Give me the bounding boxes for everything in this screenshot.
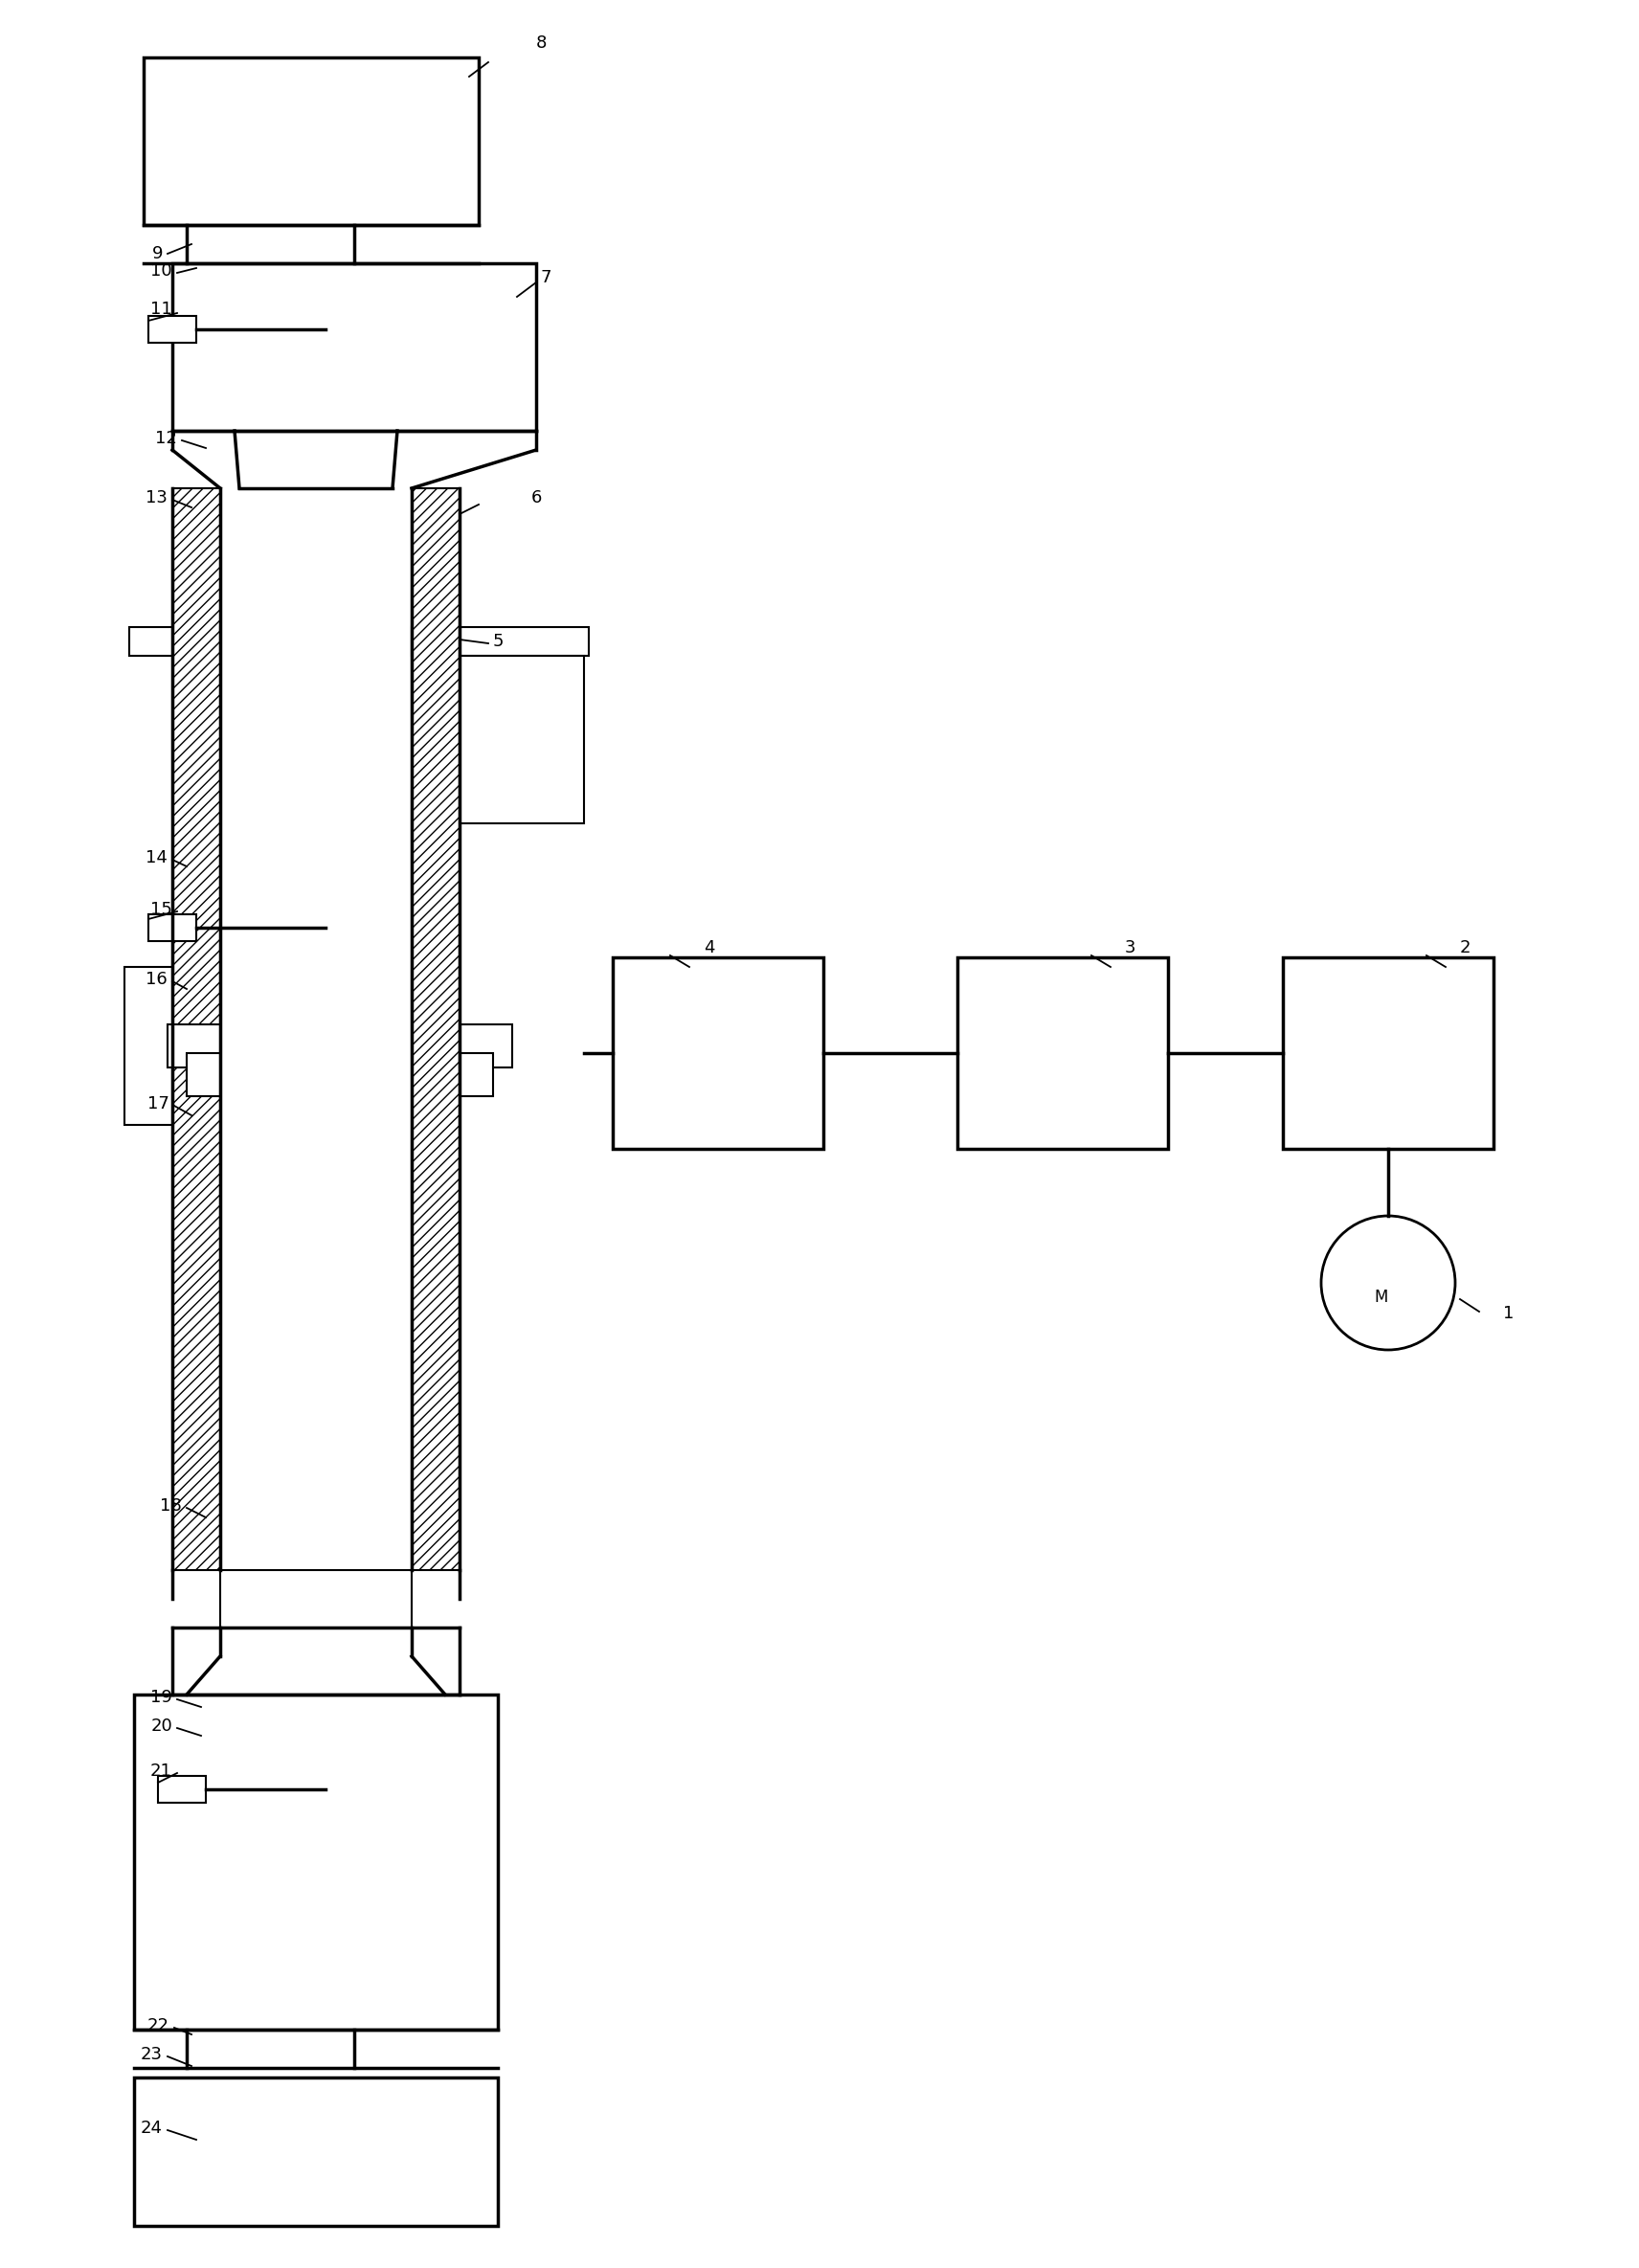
Bar (187, 1052, 220, 1095)
Bar (957, 957, 1169, 1150)
Text: 12: 12 (156, 431, 177, 447)
Text: 21: 21 (151, 1762, 172, 1780)
Text: 4: 4 (703, 939, 715, 957)
Bar (1283, 957, 1493, 1150)
Text: 18: 18 (161, 1497, 182, 1515)
Bar (411, 488, 459, 1569)
Text: 1: 1 (1503, 1304, 1514, 1322)
Text: 14: 14 (146, 848, 167, 866)
Text: 19: 19 (151, 1690, 172, 1706)
Bar (459, 655, 583, 823)
Text: 22: 22 (148, 2016, 169, 2034)
Text: M: M (1373, 1288, 1388, 1306)
Text: 17: 17 (148, 1095, 169, 1114)
Text: 3: 3 (1124, 939, 1136, 957)
Text: 13: 13 (146, 490, 167, 506)
Bar (172, 488, 220, 1569)
Bar (149, 315, 197, 342)
Bar (459, 626, 588, 655)
Text: 9: 9 (152, 245, 162, 263)
Bar (167, 1025, 220, 1068)
Text: 23: 23 (141, 2046, 162, 2064)
Text: 6: 6 (531, 490, 543, 506)
Bar (149, 914, 197, 941)
Bar (459, 1052, 493, 1095)
Text: 10: 10 (151, 263, 172, 279)
Bar (144, 57, 479, 225)
Text: 15: 15 (151, 900, 172, 919)
Bar (134, 2077, 498, 2225)
Bar (459, 1025, 511, 1068)
Text: 16: 16 (146, 971, 167, 989)
Circle shape (1321, 1216, 1455, 1349)
Text: 5: 5 (493, 633, 505, 651)
Bar (220, 1569, 411, 1628)
Bar (125, 966, 172, 1125)
Text: 8: 8 (536, 34, 547, 52)
Bar (157, 1776, 207, 1803)
Text: 2: 2 (1460, 939, 1470, 957)
Bar (172, 263, 536, 431)
Text: 24: 24 (141, 2121, 162, 2136)
Bar (129, 626, 172, 655)
Text: 7: 7 (541, 270, 552, 286)
Text: 20: 20 (151, 1717, 172, 1735)
Text: 11: 11 (151, 302, 172, 318)
Bar (134, 1694, 498, 2030)
Bar (613, 957, 823, 1150)
